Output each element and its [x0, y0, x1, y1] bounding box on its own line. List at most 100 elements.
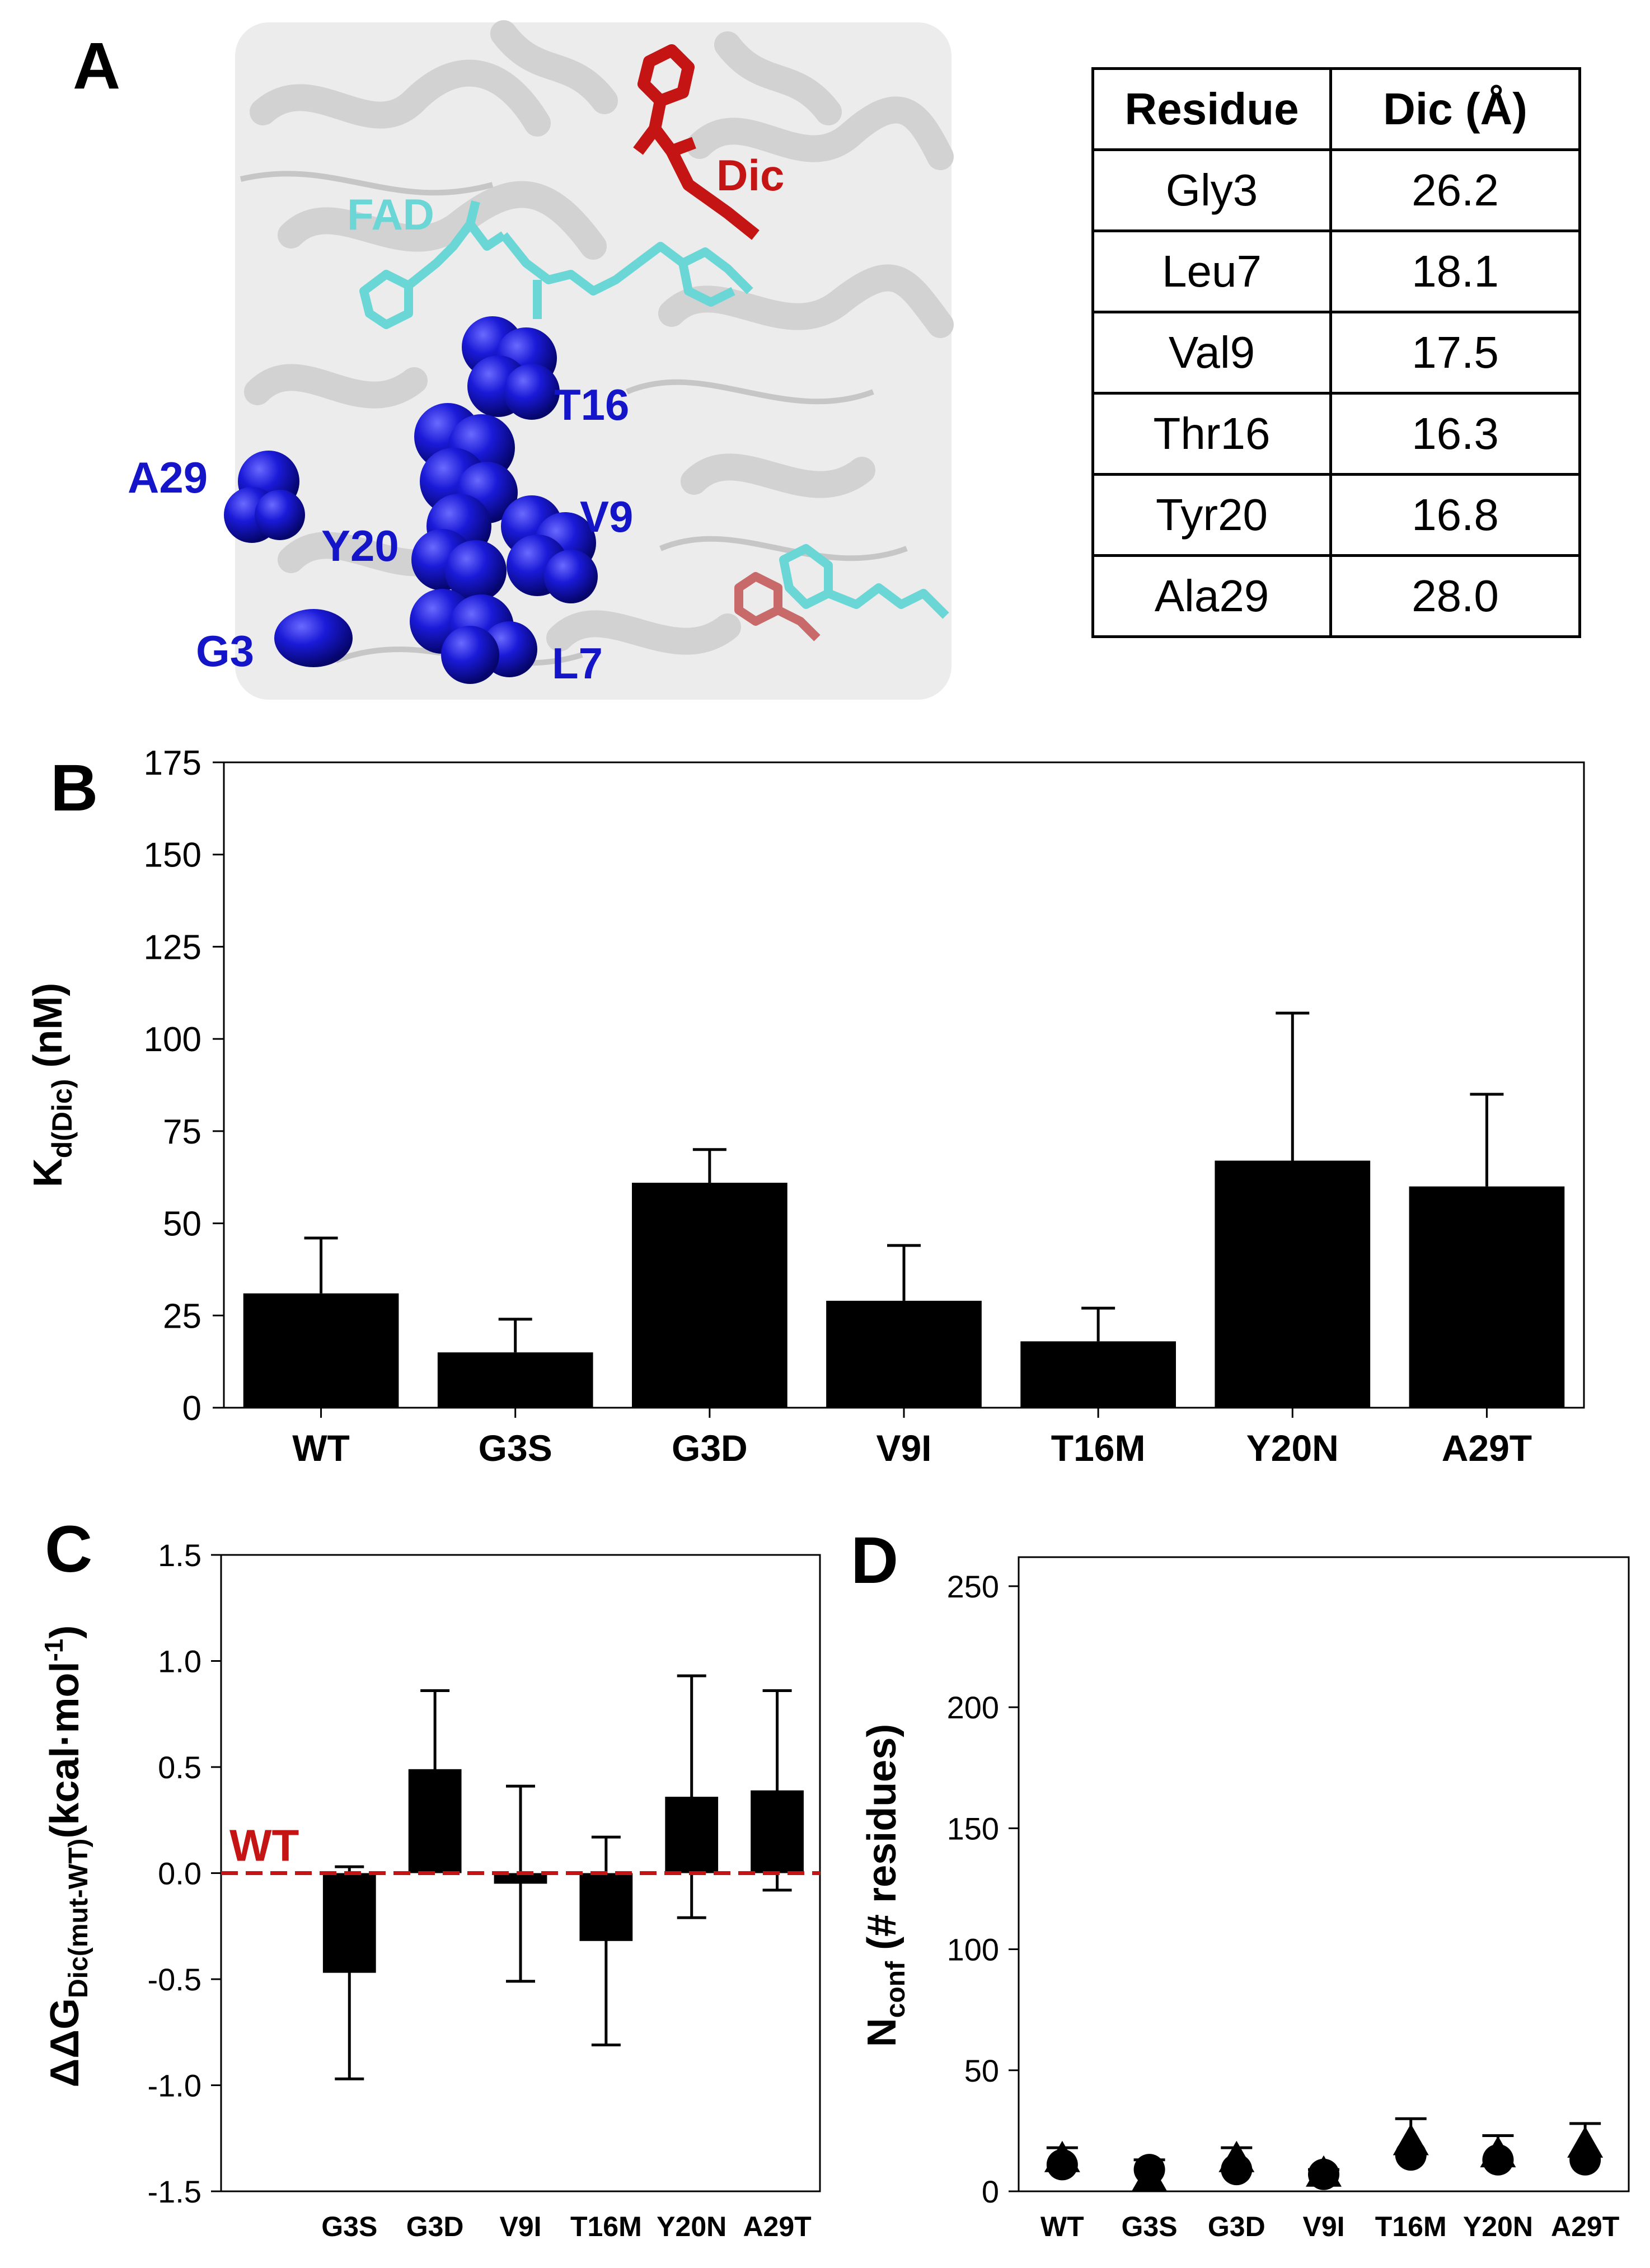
table-cell: 18.1	[1329, 229, 1581, 313]
y-axis-label-part: conf	[881, 1961, 911, 2018]
y-axis-label-part: Dic(mut-WT)	[64, 1839, 93, 1998]
y-tick-label: 50	[163, 1205, 201, 1244]
x-tick-label: G3D	[672, 1427, 748, 1469]
distance-table: Residue Dic (Å) Gly3 26.2 Leu7 18.1 Val9…	[1091, 67, 1581, 638]
circle-marker	[1569, 2144, 1601, 2176]
y-axis-label-part: (nM)	[26, 983, 71, 1079]
x-tick-label: V9I	[876, 1427, 931, 1469]
y-axis-label-part: )	[43, 1625, 87, 1639]
label-g3: G3	[196, 626, 254, 676]
y-axis-label: ΔΔGDic(mut-WT)(kcal·mol-1)	[39, 1625, 93, 2088]
table-cell: 17.5	[1329, 311, 1581, 395]
label-l7: L7	[552, 639, 603, 688]
wt-reference-label: WT	[229, 1821, 299, 1871]
y-axis-label-part: (# residues)	[860, 1724, 904, 1961]
label-y20: Y20	[321, 521, 399, 570]
label-fad: FAD	[347, 190, 434, 239]
chart-d-nconf: 0 50 100 150 200 250 WT G3S G3D V9I T16M Y20N A29T Nc…	[860, 1556, 1630, 2242]
x-tick-label: WT	[292, 1427, 350, 1469]
y-axis-label: Nconf (# residues)	[860, 1724, 911, 2047]
circle-marker	[1046, 2149, 1078, 2181]
y-tick-label: 150	[947, 1811, 999, 1846]
x-tick-label: Y20N	[1246, 1427, 1339, 1469]
x-tick-label: T16M	[1375, 2211, 1447, 2242]
x-tick-label: V9I	[499, 2211, 541, 2242]
y-tick-label: 1.0	[158, 1644, 201, 1679]
panel-b-letter: B	[50, 751, 99, 825]
plot-frame	[1018, 1556, 1630, 2192]
y-axis-label-part: N	[860, 2018, 904, 2047]
table-row: Val9 17.5	[1091, 311, 1581, 395]
circle-marker	[1221, 2154, 1253, 2186]
panel-a-letter: A	[73, 29, 121, 103]
table-cell: Leu7	[1091, 229, 1332, 313]
y-tick-label: -1.5	[148, 2174, 202, 2209]
table-header-row: Residue Dic (Å)	[1091, 67, 1581, 151]
table-cell: Thr16	[1091, 392, 1332, 476]
table-header: Residue	[1091, 67, 1332, 151]
x-tick-label: V9I	[1302, 2211, 1344, 2242]
circle-marker	[1395, 2139, 1427, 2171]
table-row: Ala29 28.0	[1091, 554, 1581, 638]
circle-marker	[1133, 2154, 1165, 2186]
y-axis-label-part: (kcal·mol	[43, 1662, 87, 1839]
label-a29: A29	[128, 453, 208, 502]
bar	[243, 1293, 399, 1408]
y-tick-label: 125	[144, 928, 201, 967]
table-row: Tyr20 16.8	[1091, 473, 1581, 557]
dic-molecule	[633, 44, 760, 240]
y-tick-label: 1.5	[158, 1538, 201, 1573]
label-v9: V9	[580, 492, 633, 541]
label-dic: Dic	[716, 151, 784, 200]
protein-structure-image: Dic FAD T16 A29 Y20 V9 G3 L7	[128, 20, 954, 700]
x-tick-label: G3D	[406, 2211, 464, 2242]
y-tick-label: -0.5	[148, 1962, 202, 1997]
y-tick-label: 100	[947, 1932, 999, 1967]
bar	[632, 1183, 787, 1408]
y-tick-label: 200	[947, 1690, 999, 1725]
table-cell: Tyr20	[1091, 473, 1332, 557]
y-tick-label: 75	[163, 1113, 201, 1151]
y-tick-label: 150	[144, 836, 201, 875]
residue-spheres	[224, 316, 598, 684]
x-tick-label: A29T	[1551, 2211, 1619, 2242]
x-tick-label: A29T	[743, 2211, 811, 2242]
x-tick-label: A29T	[1442, 1427, 1532, 1469]
table-row: Gly3 26.2	[1091, 148, 1581, 232]
y-tick-label: 0	[982, 2174, 999, 2209]
bar	[1020, 1341, 1176, 1408]
table-cell: 16.8	[1329, 473, 1581, 557]
x-tick-label: G3S	[321, 2211, 377, 2242]
table-row: Thr16 16.3	[1091, 392, 1581, 476]
x-tick-label: Y20N	[1463, 2211, 1533, 2242]
chart-c-ddg: 1.5 1.0 0.5 0.0 -0.5 -1.0 -1.5 G3S G3D V9I T16M Y20…	[39, 1538, 821, 2242]
fad-molecule	[359, 200, 753, 329]
y-tick-label: 0.0	[158, 1856, 201, 1891]
chart-b-kd: 0 25 50 75 100 125 150 175 WT G3S G3D V9I T16M Y20N A2…	[26, 744, 1585, 1469]
bar	[1215, 1160, 1371, 1408]
x-tick-label: G3S	[1122, 2211, 1178, 2242]
panel-d-letter: D	[851, 1524, 899, 1597]
y-axis-label-part: K	[26, 1158, 71, 1187]
x-tick-label: WT	[1040, 2211, 1084, 2242]
y-tick-label: 100	[144, 1020, 201, 1059]
table-cell: Ala29	[1091, 554, 1332, 638]
table-header: Dic (Å)	[1329, 67, 1581, 151]
y-tick-label: 175	[144, 744, 201, 782]
y-axis-label-part: ΔΔG	[43, 1998, 87, 2088]
circle-marker	[1482, 2144, 1514, 2176]
protein-cartoon-background	[235, 20, 954, 700]
x-tick-label: G3D	[1208, 2211, 1265, 2242]
table-cell: Gly3	[1091, 148, 1332, 232]
y-tick-label: 0	[182, 1389, 201, 1428]
y-tick-label: -1.0	[148, 2068, 202, 2103]
table-row: Leu7 18.1	[1091, 229, 1581, 313]
panel-c-letter: C	[45, 1512, 93, 1586]
circle-marker	[1308, 2158, 1339, 2190]
table-cell: 28.0	[1329, 554, 1581, 638]
y-tick-label: 0.5	[158, 1750, 201, 1785]
x-tick-label: T16M	[1051, 1427, 1146, 1469]
x-tick-label: Y20N	[657, 2211, 726, 2242]
table-cell: 26.2	[1329, 148, 1581, 232]
y-axis-label-part: d(Dic)	[46, 1079, 78, 1159]
